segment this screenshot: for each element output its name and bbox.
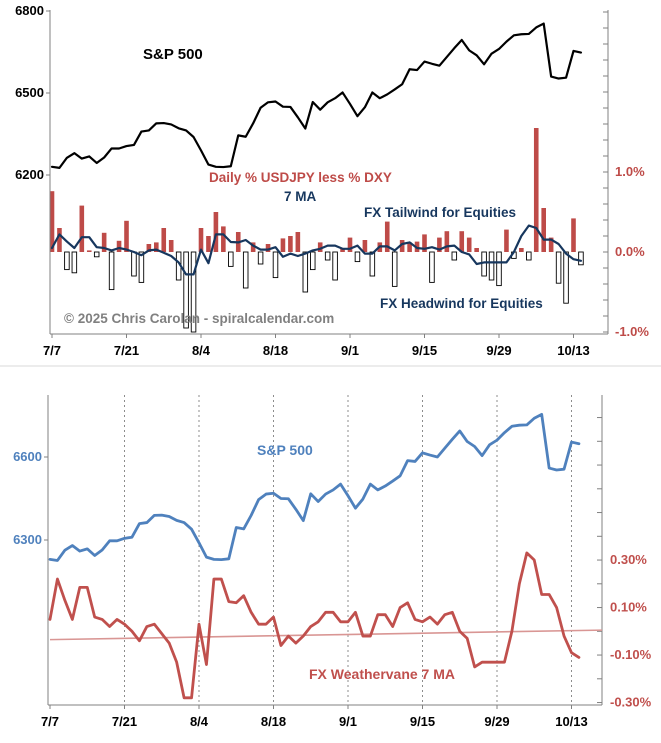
ma-label: 7 MA bbox=[284, 189, 317, 204]
svg-text:6300: 6300 bbox=[13, 532, 42, 547]
tailwind-label: FX Tailwind for Equities bbox=[364, 205, 517, 220]
svg-text:0.0%: 0.0% bbox=[615, 244, 645, 259]
top-chart-title: S&P 500 bbox=[143, 46, 203, 63]
copyright-watermark: © 2025 Chris Carolan - spiralcalendar.co… bbox=[64, 311, 335, 326]
svg-text:8/18: 8/18 bbox=[261, 714, 286, 729]
svg-text:9/29: 9/29 bbox=[484, 714, 509, 729]
svg-text:6600: 6600 bbox=[13, 449, 42, 464]
svg-text:8/18: 8/18 bbox=[263, 343, 288, 358]
svg-text:1.0%: 1.0% bbox=[615, 164, 645, 179]
svg-text:9/29: 9/29 bbox=[486, 343, 511, 358]
svg-text:10/13: 10/13 bbox=[555, 714, 588, 729]
svg-text:9/15: 9/15 bbox=[410, 714, 435, 729]
svg-text:0.10%: 0.10% bbox=[610, 600, 647, 615]
svg-text:7/21: 7/21 bbox=[114, 343, 139, 358]
headwind-label: FX Headwind for Equities bbox=[380, 296, 543, 311]
svg-text:9/1: 9/1 bbox=[341, 343, 359, 358]
svg-text:7/7: 7/7 bbox=[43, 343, 61, 358]
svg-text:-0.10%: -0.10% bbox=[610, 647, 652, 662]
svg-text:10/13: 10/13 bbox=[557, 343, 590, 358]
svg-text:8/4: 8/4 bbox=[190, 714, 209, 729]
svg-text:6500: 6500 bbox=[15, 85, 44, 100]
svg-text:7/21: 7/21 bbox=[112, 714, 137, 729]
svg-text:9/15: 9/15 bbox=[412, 343, 437, 358]
svg-text:6200: 6200 bbox=[15, 167, 44, 182]
svg-text:7/7: 7/7 bbox=[41, 714, 59, 729]
svg-text:0.30%: 0.30% bbox=[610, 552, 647, 567]
svg-text:9/1: 9/1 bbox=[339, 714, 357, 729]
weathervane-label: FX Weathervane 7 MA bbox=[309, 666, 456, 682]
svg-text:-0.30%: -0.30% bbox=[610, 695, 652, 710]
svg-text:6800: 6800 bbox=[15, 3, 44, 18]
svg-text:8/4: 8/4 bbox=[192, 343, 211, 358]
bar-series-label: Daily % USDJPY less % DXY bbox=[209, 170, 392, 185]
svg-text:-1.0%: -1.0% bbox=[615, 324, 649, 339]
bottom-sp500-label: S&P 500 bbox=[257, 442, 313, 458]
